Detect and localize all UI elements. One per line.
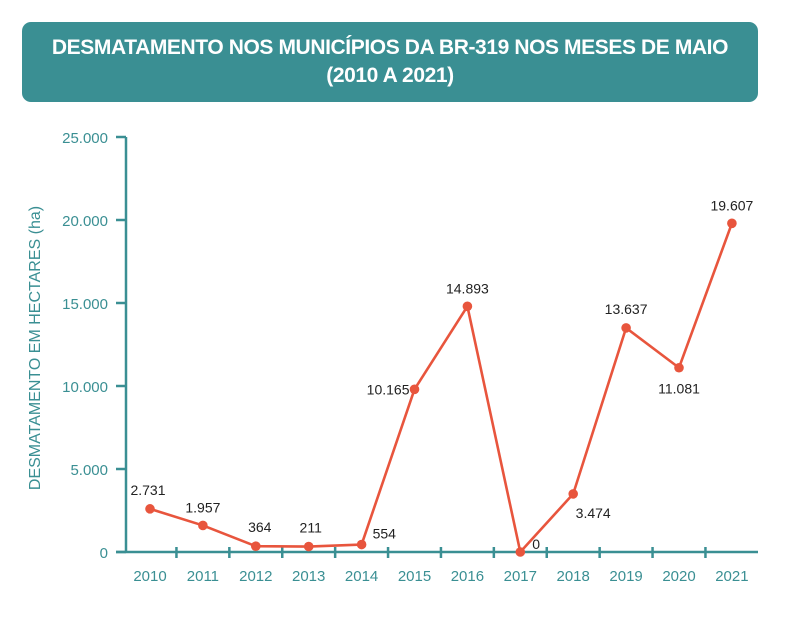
data-label: 19.607 xyxy=(710,197,753,213)
data-point xyxy=(568,489,578,499)
y-tick-label: 5.000 xyxy=(70,462,108,479)
y-tick-label: 20.000 xyxy=(62,213,108,230)
x-tick-label: 2021 xyxy=(715,568,748,585)
x-tick-label: 2018 xyxy=(557,568,590,585)
x-tick-label: 2014 xyxy=(345,568,378,585)
data-point xyxy=(515,547,526,557)
data-point xyxy=(356,539,367,550)
data-label: 13.637 xyxy=(605,301,648,317)
y-tick-label: 0 xyxy=(100,545,108,562)
series-line-path xyxy=(149,222,734,554)
x-tick-label: 2019 xyxy=(609,568,642,585)
data-point xyxy=(727,218,737,229)
data-label: 0 xyxy=(532,536,540,552)
y-tick-label: 15.000 xyxy=(62,296,108,313)
chart-subtitle: (2010 A 2021) xyxy=(326,64,454,87)
x-tick-label: 2010 xyxy=(133,568,166,585)
data-label: 2.731 xyxy=(130,482,165,498)
data-point xyxy=(198,520,208,531)
data-label: 10.165 xyxy=(367,381,410,397)
x-tick-label: 2020 xyxy=(662,568,695,585)
data-point xyxy=(621,323,631,333)
data-label: 211 xyxy=(300,520,323,536)
x-tick-label: 2012 xyxy=(239,568,272,585)
data-point xyxy=(462,301,473,312)
y-tick-label: 25.000 xyxy=(62,130,108,147)
data-point xyxy=(251,541,261,551)
data-point xyxy=(409,384,420,395)
data-label: 1.957 xyxy=(185,499,220,515)
data-label: 3.474 xyxy=(576,505,611,521)
y-tick-label: 10.000 xyxy=(62,379,108,396)
data-point xyxy=(303,541,314,552)
data-label: 11.081 xyxy=(658,381,700,397)
data-label: 554 xyxy=(373,526,397,542)
chart-title-banner: DESMATAMENTO NOS MUNICÍPIOS DA BR-319 NO… xyxy=(22,22,758,102)
data-labels: 2.731 1.957 364 211 554 10.165 14.893 0 3.474 13.… xyxy=(130,197,753,552)
chart-title: DESMATAMENTO NOS MUNICÍPIOS DA BR-319 NO… xyxy=(51,36,729,59)
data-point xyxy=(145,504,155,514)
axes: 0 5.000 10.000 15.000 20.000 25.000 2010 2011 20… xyxy=(62,130,758,585)
series-line xyxy=(145,218,737,557)
x-tick-label: 2013 xyxy=(292,568,325,585)
data-label: 364 xyxy=(248,519,272,535)
x-tick-label: 2016 xyxy=(451,568,484,585)
data-point xyxy=(674,362,684,373)
x-tick-label: 2015 xyxy=(398,568,431,585)
y-axis-title: DESMATAMENTO EM HECTARES (ha) xyxy=(27,206,44,490)
data-label: 14.893 xyxy=(446,280,489,296)
x-tick-label: 2011 xyxy=(187,568,219,585)
x-tick-label: 2017 xyxy=(504,568,537,585)
